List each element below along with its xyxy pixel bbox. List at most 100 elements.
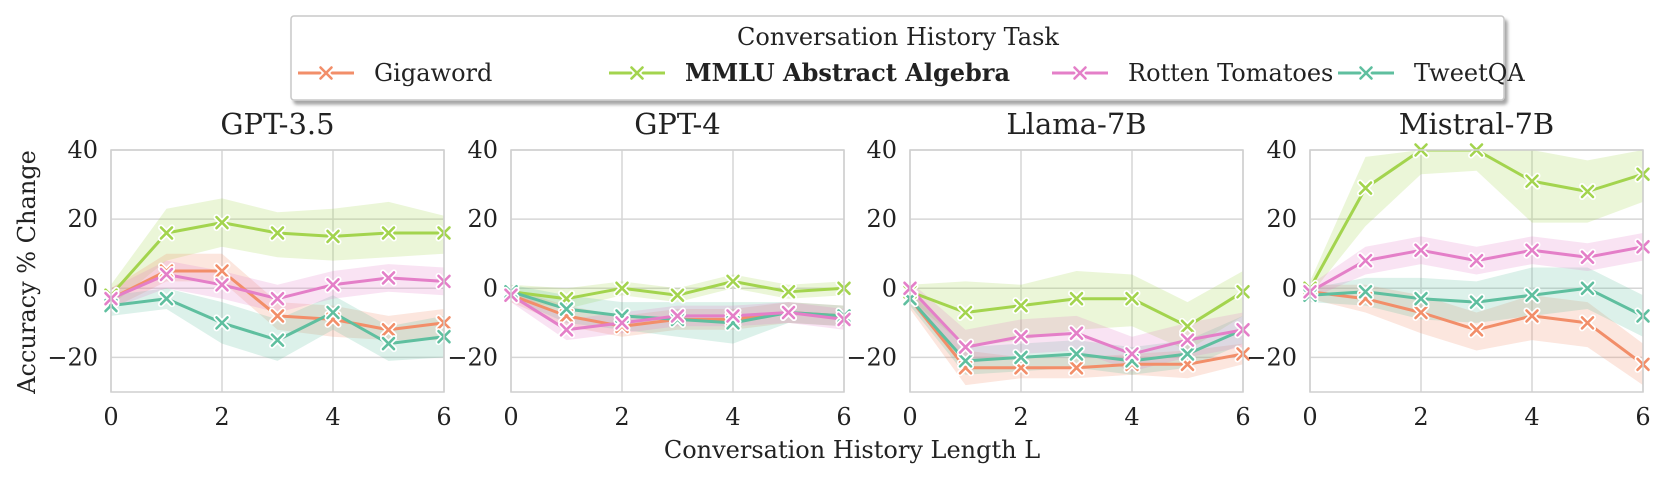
data-point-tweetqa <box>1523 286 1541 304</box>
data-point-gigaword <box>1068 359 1085 377</box>
ci-band-gigaword <box>1310 284 1643 386</box>
data-point-rotten-tomatoes <box>724 307 742 325</box>
y-tick-label: −20 <box>447 343 498 371</box>
ci-band-tweetqa <box>111 288 444 361</box>
data-point-tweetqa <box>1579 279 1596 297</box>
data-point-mmlu-abstract-algebra <box>1012 297 1030 315</box>
y-tick-label: 40 <box>467 136 498 164</box>
panel-llama-7b: Llama-7B 40 20 0 −20 0 2 4 6 <box>846 107 1252 431</box>
data-point-tweetqa <box>558 300 575 318</box>
legend-entry-tweetqa: TweetQA <box>1338 59 1525 87</box>
y-tick-label: 20 <box>866 205 897 233</box>
data-point-tweetqa <box>1068 345 1085 363</box>
x-tick-label: 0 <box>902 403 917 431</box>
data-point-rotten-tomatoes <box>1412 241 1430 259</box>
y-tick-label: 0 <box>83 274 98 302</box>
ci-band-gigaword <box>111 253 444 341</box>
data-point-rotten-tomatoes <box>1468 252 1485 270</box>
x-tick-label: 0 <box>503 403 518 431</box>
x-tick-label: 0 <box>103 403 118 431</box>
legend-label: MMLU Abstract Algebra <box>685 58 1010 87</box>
x-tick-label: 4 <box>325 403 340 431</box>
y-tick-label: −20 <box>846 343 897 371</box>
data-point-rotten-tomatoes <box>1179 331 1196 349</box>
data-point-rotten-tomatoes <box>780 303 797 321</box>
y-tick-label: 20 <box>467 205 498 233</box>
legend-label: Rotten Tomatoes <box>1128 59 1333 87</box>
data-point-rotten-tomatoes <box>380 269 397 287</box>
ci-band-rotten-tomatoes <box>1310 233 1643 299</box>
data-point-rotten-tomatoes <box>558 321 575 339</box>
panel-title: GPT-4 <box>634 107 721 141</box>
ci-band-rotten-tomatoes <box>111 260 444 313</box>
data-point-mmlu-abstract-algebra <box>669 286 686 304</box>
legend-marker <box>628 64 646 82</box>
ci-band-mmlu-abstract-algebra <box>111 198 444 306</box>
panel-gpt-4: GPT-4 40 20 0 −20 0 2 4 6 <box>447 107 853 431</box>
ci-band-tweetqa <box>910 291 1243 375</box>
legend-label: Gigaword <box>374 59 492 87</box>
y-tick-label: 20 <box>1266 205 1297 233</box>
data-point-rotten-tomatoes <box>269 290 286 308</box>
y-tick-label: −20 <box>47 343 98 371</box>
data-point-tweetqa <box>1012 348 1030 366</box>
y-axis-label: Accuracy % Change <box>13 150 41 395</box>
data-point-mmlu-abstract-algebra <box>957 303 974 321</box>
legend: Conversation History Task Gigaword MMLU A… <box>290 15 1525 101</box>
data-point-rotten-tomatoes <box>158 265 175 283</box>
x-tick-label: 6 <box>836 403 851 431</box>
data-point-gigaword <box>1468 321 1485 339</box>
data-point-rotten-tomatoes <box>1123 345 1141 363</box>
legend-entry-mmlu-abstract-algebra: MMLU Abstract Algebra <box>609 58 1010 87</box>
panel-frame <box>110 149 445 393</box>
y-tick-label: 0 <box>882 274 897 302</box>
legend-marker <box>317 64 335 82</box>
y-tick-label: 0 <box>483 274 498 302</box>
panel-mistral-7b: Mistral-7B 40 20 0 −20 0 2 4 6 <box>1246 107 1652 431</box>
data-point-tweetqa <box>380 335 397 353</box>
grid <box>510 149 845 392</box>
data-point-rotten-tomatoes <box>613 314 631 332</box>
x-tick-label: 4 <box>725 403 740 431</box>
data-point-tweetqa <box>957 352 974 370</box>
ci-band-rotten-tomatoes <box>910 281 1243 372</box>
legend-entry-rotten-tomatoes: Rotten Tomatoes <box>1052 59 1333 87</box>
legend-entry-gigaword: Gigaword <box>298 59 492 87</box>
x-tick-label: 2 <box>1013 403 1028 431</box>
legend-box <box>290 15 1505 101</box>
plot-area <box>910 271 1243 386</box>
panel-title: Mistral-7B <box>1399 107 1555 141</box>
panel-gpt-3-5: GPT-3.5 40 20 0 −20 0 2 4 6 <box>47 107 453 431</box>
data-point-tweetqa <box>1412 290 1430 308</box>
data-point-gigaword <box>1523 307 1541 325</box>
x-axis-label: Conversation History Length L <box>664 436 1040 464</box>
data-point-rotten-tomatoes <box>324 276 342 294</box>
x-tick-label: 2 <box>214 403 229 431</box>
data-point-gigaword <box>380 321 397 339</box>
data-point-tweetqa <box>1468 293 1485 311</box>
panel-frame <box>510 149 845 393</box>
data-point-rotten-tomatoes <box>669 307 686 325</box>
data-point-gigaword <box>269 307 286 325</box>
data-point-mmlu-abstract-algebra <box>158 224 175 242</box>
x-tick-label: 6 <box>1235 403 1250 431</box>
data-point-rotten-tomatoes <box>1357 252 1374 270</box>
data-point-rotten-tomatoes <box>1012 328 1030 346</box>
data-point-gigaword <box>213 262 231 280</box>
data-point-mmlu-abstract-algebra <box>613 279 631 297</box>
data-point-mmlu-abstract-algebra <box>380 224 397 242</box>
x-tick-label: 0 <box>1302 403 1317 431</box>
data-point-rotten-tomatoes <box>1523 241 1541 259</box>
data-point-tweetqa <box>269 331 286 349</box>
data-point-mmlu-abstract-algebra <box>1068 290 1085 308</box>
x-tick-label: 2 <box>1413 403 1428 431</box>
data-point-tweetqa <box>213 314 231 332</box>
data-point-tweetqa <box>158 290 175 308</box>
panel-frame <box>1309 149 1644 393</box>
data-point-tweetqa <box>1179 345 1196 363</box>
panel-title: Llama-7B <box>1006 107 1146 141</box>
data-point-rotten-tomatoes <box>1068 324 1085 342</box>
panel-title: GPT-3.5 <box>220 107 334 141</box>
legend-title: Conversation History Task <box>737 23 1059 51</box>
